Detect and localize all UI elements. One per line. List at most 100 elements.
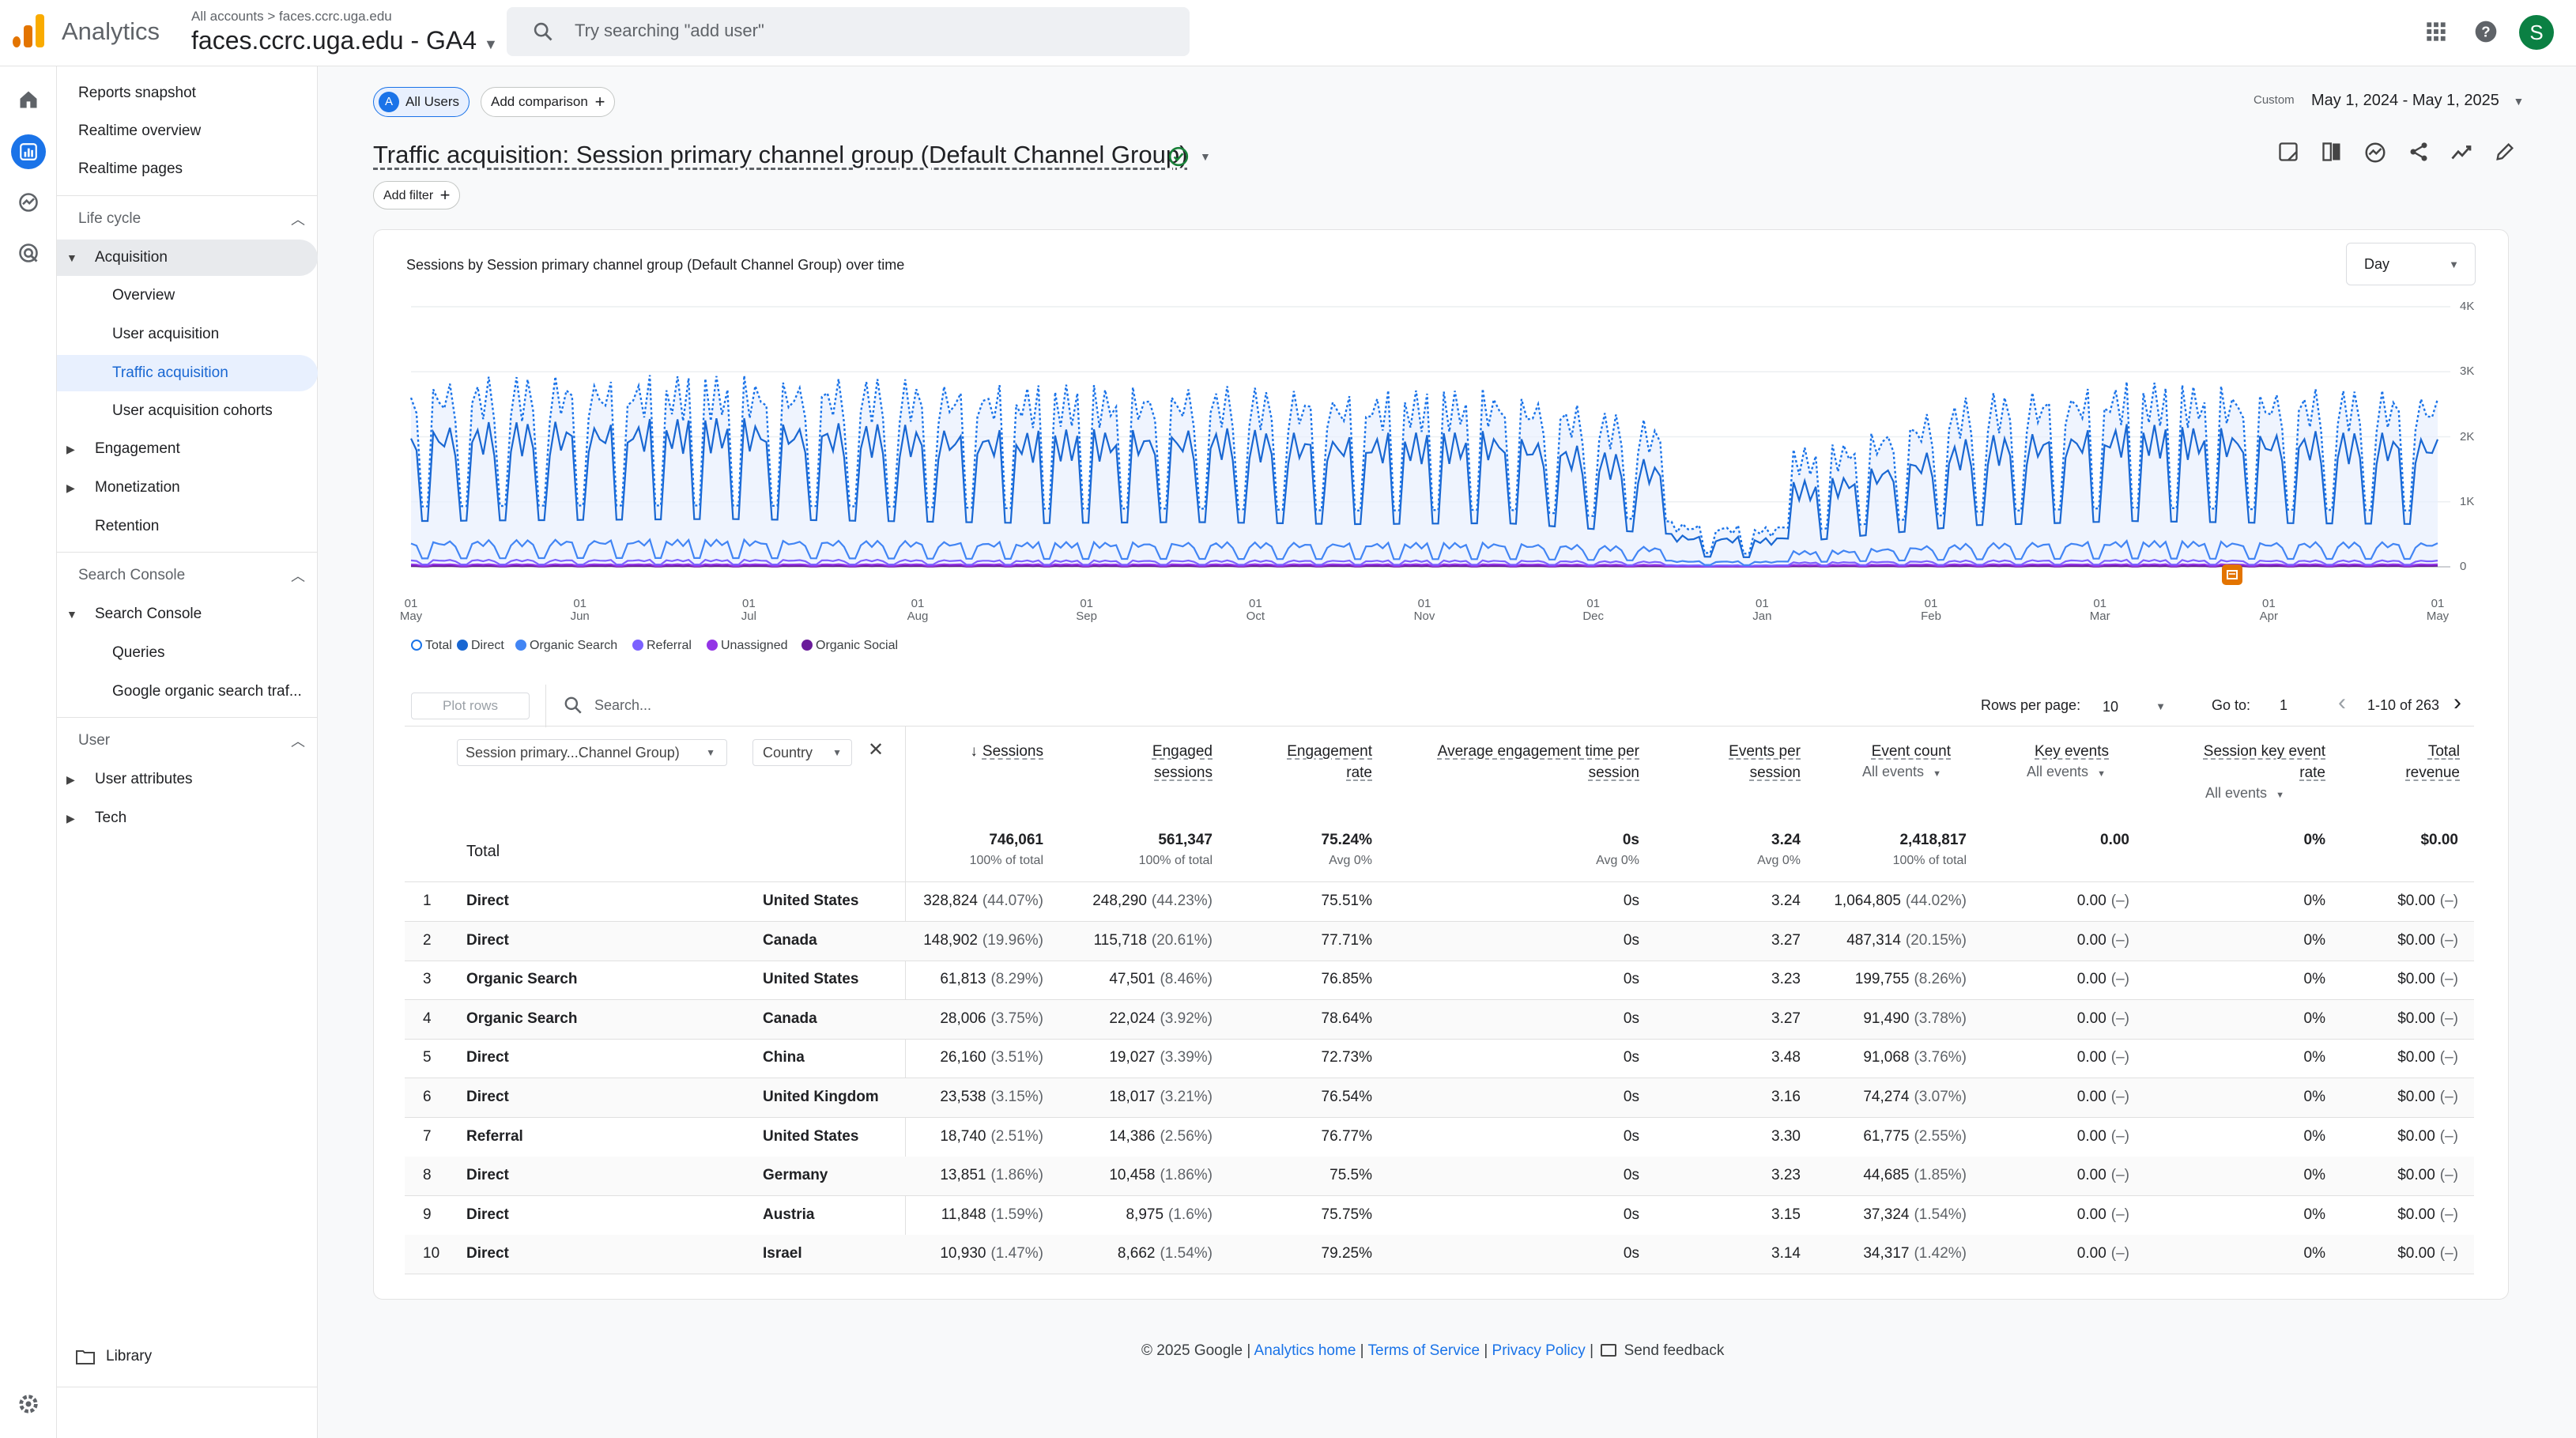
date-range-picker[interactable]: May 1, 2024 - May 1, 2025 ▼ — [2311, 92, 2524, 110]
nav-realtime-pages[interactable]: Realtime pages — [78, 160, 183, 177]
expand-tech-icon[interactable]: ▶ — [66, 812, 75, 825]
analytics-logo-icon[interactable] — [13, 14, 44, 47]
row-channel[interactable]: Organic Search — [466, 1010, 578, 1027]
rows-per-page-select[interactable]: 10 ▼ — [2103, 694, 2166, 719]
legend-item-organic-social[interactable]: Organic Social — [801, 639, 898, 653]
legend-item-organic-search[interactable]: Organic Search — [515, 639, 617, 653]
row-channel[interactable]: Direct — [466, 1167, 509, 1183]
collapse-user-icon[interactable]: ︿ — [291, 734, 305, 749]
insights-icon[interactable] — [2360, 141, 2390, 171]
lifecycle-section-title[interactable]: Life cycle — [78, 210, 141, 227]
segment-chip-all-users[interactable]: A All Users — [373, 87, 470, 117]
row-channel[interactable]: Direct — [466, 1206, 509, 1223]
add-filter-button[interactable]: Add filter + — [373, 181, 461, 209]
nav-google-organic-search-traffic[interactable]: Google organic search traf... — [112, 683, 302, 700]
collapse-search-console-icon[interactable]: ︿ — [291, 568, 305, 584]
next-page-icon[interactable]: › — [2453, 689, 2461, 715]
admin-gear-icon[interactable] — [11, 1387, 46, 1421]
row-country[interactable]: United States — [763, 971, 859, 987]
footer-analytics-home-link[interactable]: Analytics home — [1254, 1342, 1356, 1359]
plot-rows-button[interactable]: Plot rows — [411, 693, 530, 719]
expand-acquisition-icon[interactable]: ▼ — [66, 251, 77, 264]
prev-page-icon[interactable]: ‹ — [2338, 689, 2346, 715]
row-country[interactable]: Austria — [763, 1206, 815, 1223]
legend-item-total[interactable]: Total — [411, 639, 452, 653]
help-icon[interactable]: ? — [2470, 16, 2502, 47]
footer-terms-link[interactable]: Terms of Service — [1367, 1342, 1480, 1359]
row-channel[interactable]: Direct — [466, 1049, 509, 1066]
row-country[interactable]: United States — [763, 1128, 859, 1145]
user-section-title[interactable]: User — [78, 732, 111, 749]
header-avg-engagement-time[interactable]: Average engagement time per session — [1415, 741, 1639, 783]
row-country[interactable]: Germany — [763, 1167, 828, 1183]
row-channel[interactable]: Direct — [466, 1245, 509, 1262]
header-events-per-session[interactable]: Events per session — [1676, 741, 1801, 783]
account-breadcrumb[interactable]: All accounts > faces.ccrc.uga.edu — [191, 9, 392, 24]
reports-icon[interactable] — [11, 134, 46, 169]
row-channel[interactable]: Referral — [466, 1128, 523, 1145]
expand-user-attributes-icon[interactable]: ▶ — [66, 773, 75, 786]
header-total-revenue[interactable]: Total revenue — [2340, 741, 2460, 783]
table-search-input[interactable]: Search... — [594, 697, 652, 713]
property-selector[interactable]: faces.ccrc.uga.edu - GA4 ▼ — [191, 26, 498, 55]
nav-library[interactable]: Library — [106, 1348, 153, 1364]
account-avatar[interactable]: S — [2519, 15, 2554, 50]
nav-acq-overview[interactable]: Overview — [112, 287, 175, 304]
expand-monetization-icon[interactable]: ▶ — [66, 481, 75, 494]
event-count-filter[interactable]: All events ▼ — [1862, 764, 1941, 780]
row-channel[interactable]: Organic Search — [466, 971, 578, 987]
nav-search-console[interactable]: Search Console — [95, 606, 202, 622]
legend-item-direct[interactable]: Direct — [457, 639, 504, 653]
nav-monetization[interactable]: Monetization — [95, 479, 180, 496]
compare-columns-icon[interactable] — [2317, 141, 2347, 171]
nav-user-acquisition[interactable]: User acquisition — [112, 326, 220, 342]
nav-queries[interactable]: Queries — [112, 644, 165, 661]
row-country[interactable]: China — [763, 1049, 805, 1066]
nav-acquisition[interactable]: Acquisition — [95, 249, 168, 266]
nav-user-acquisition-cohorts[interactable]: User acquisition cohorts — [112, 402, 273, 419]
header-event-count[interactable]: Event count — [1818, 741, 1951, 762]
home-icon[interactable] — [11, 82, 46, 117]
row-country[interactable]: Canada — [763, 1010, 817, 1027]
apps-grid-icon[interactable] — [2420, 16, 2452, 47]
expand-search-console-icon[interactable]: ▼ — [66, 608, 77, 621]
row-channel[interactable]: Direct — [466, 932, 509, 949]
legend-item-referral[interactable]: Referral — [632, 639, 692, 653]
search-console-section-title[interactable]: Search Console — [78, 567, 186, 583]
annotation-note-icon[interactable] — [2222, 564, 2242, 585]
nav-retention[interactable]: Retention — [95, 518, 160, 534]
row-channel[interactable]: Direct — [466, 893, 509, 909]
header-engagement-rate[interactable]: Engagement rate — [1233, 741, 1372, 783]
go-to-input[interactable]: 1 — [2280, 697, 2288, 713]
header-session-key-event-rate[interactable]: Session key event rate — [2150, 741, 2325, 783]
header-engaged-sessions[interactable]: Engaged sessions — [1091, 741, 1213, 783]
row-country[interactable]: Israel — [763, 1245, 802, 1262]
granularity-select[interactable]: Day ▼ — [2346, 243, 2476, 285]
nav-reports-snapshot[interactable]: Reports snapshot — [78, 85, 196, 101]
remove-secondary-dimension-icon[interactable]: ✕ — [868, 739, 884, 761]
trend-insights-icon[interactable] — [2447, 141, 2477, 171]
header-key-events[interactable]: Key events — [1992, 741, 2109, 762]
nav-user-attributes[interactable]: User attributes — [95, 771, 193, 787]
row-country[interactable]: Canada — [763, 932, 817, 949]
customize-report-icon[interactable] — [2273, 141, 2303, 171]
row-country[interactable]: United States — [763, 893, 859, 909]
report-title[interactable]: Traffic acquisition: Session primary cha… — [373, 141, 1188, 168]
search-bar[interactable] — [507, 7, 1190, 56]
footer-privacy-link[interactable]: Privacy Policy — [1492, 1342, 1586, 1359]
nav-engagement[interactable]: Engagement — [95, 440, 180, 457]
expand-engagement-icon[interactable]: ▶ — [66, 443, 75, 455]
advertising-icon[interactable] — [11, 236, 46, 270]
header-sessions[interactable]: ↓ Sessions — [949, 741, 1043, 762]
footer-send-feedback[interactable]: Send feedback — [1624, 1342, 1725, 1359]
row-channel[interactable]: Direct — [466, 1089, 509, 1105]
session-key-event-filter[interactable]: All events ▼ — [2205, 785, 2284, 802]
collapse-lifecycle-icon[interactable]: ︿ — [291, 212, 305, 228]
add-comparison-button[interactable]: Add comparison + — [481, 87, 616, 117]
nav-tech[interactable]: Tech — [95, 810, 127, 826]
primary-dimension-select[interactable]: Session primary...Channel Group) ▼ — [457, 739, 727, 766]
share-icon[interactable] — [2404, 141, 2434, 171]
key-events-filter[interactable]: All events ▼ — [2027, 764, 2106, 780]
row-country[interactable]: United Kingdom — [763, 1089, 879, 1105]
explore-icon[interactable] — [11, 185, 46, 220]
